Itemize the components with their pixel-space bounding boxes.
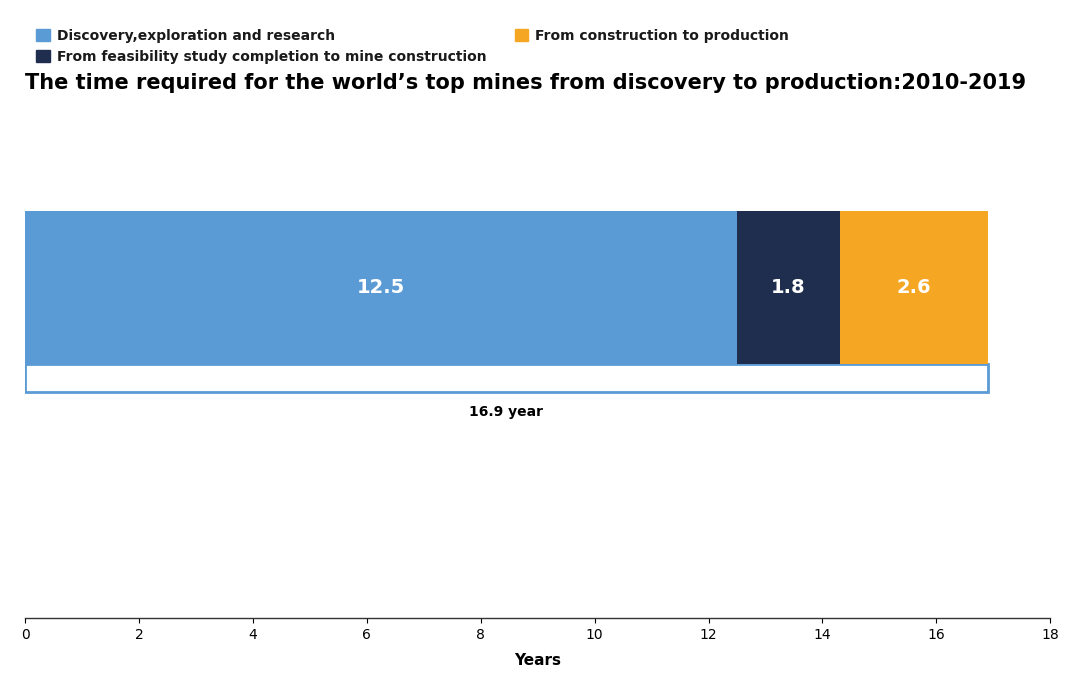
- Legend: Discovery,exploration and research, From feasibility study completion to mine co: Discovery,exploration and research, From…: [32, 25, 794, 68]
- Bar: [839, 211, 987, 364]
- Bar: [25, 211, 737, 364]
- Text: The time required for the world’s top mines from discovery to production:2010-20: The time required for the world’s top mi…: [25, 72, 1026, 92]
- Text: 1.8: 1.8: [771, 278, 806, 297]
- Text: 12.5: 12.5: [357, 278, 405, 297]
- Bar: [737, 211, 839, 364]
- FancyBboxPatch shape: [25, 364, 987, 392]
- X-axis label: Years: Years: [514, 653, 562, 668]
- Text: 16.9 year: 16.9 year: [470, 404, 543, 419]
- Text: 2.6: 2.6: [896, 278, 931, 297]
